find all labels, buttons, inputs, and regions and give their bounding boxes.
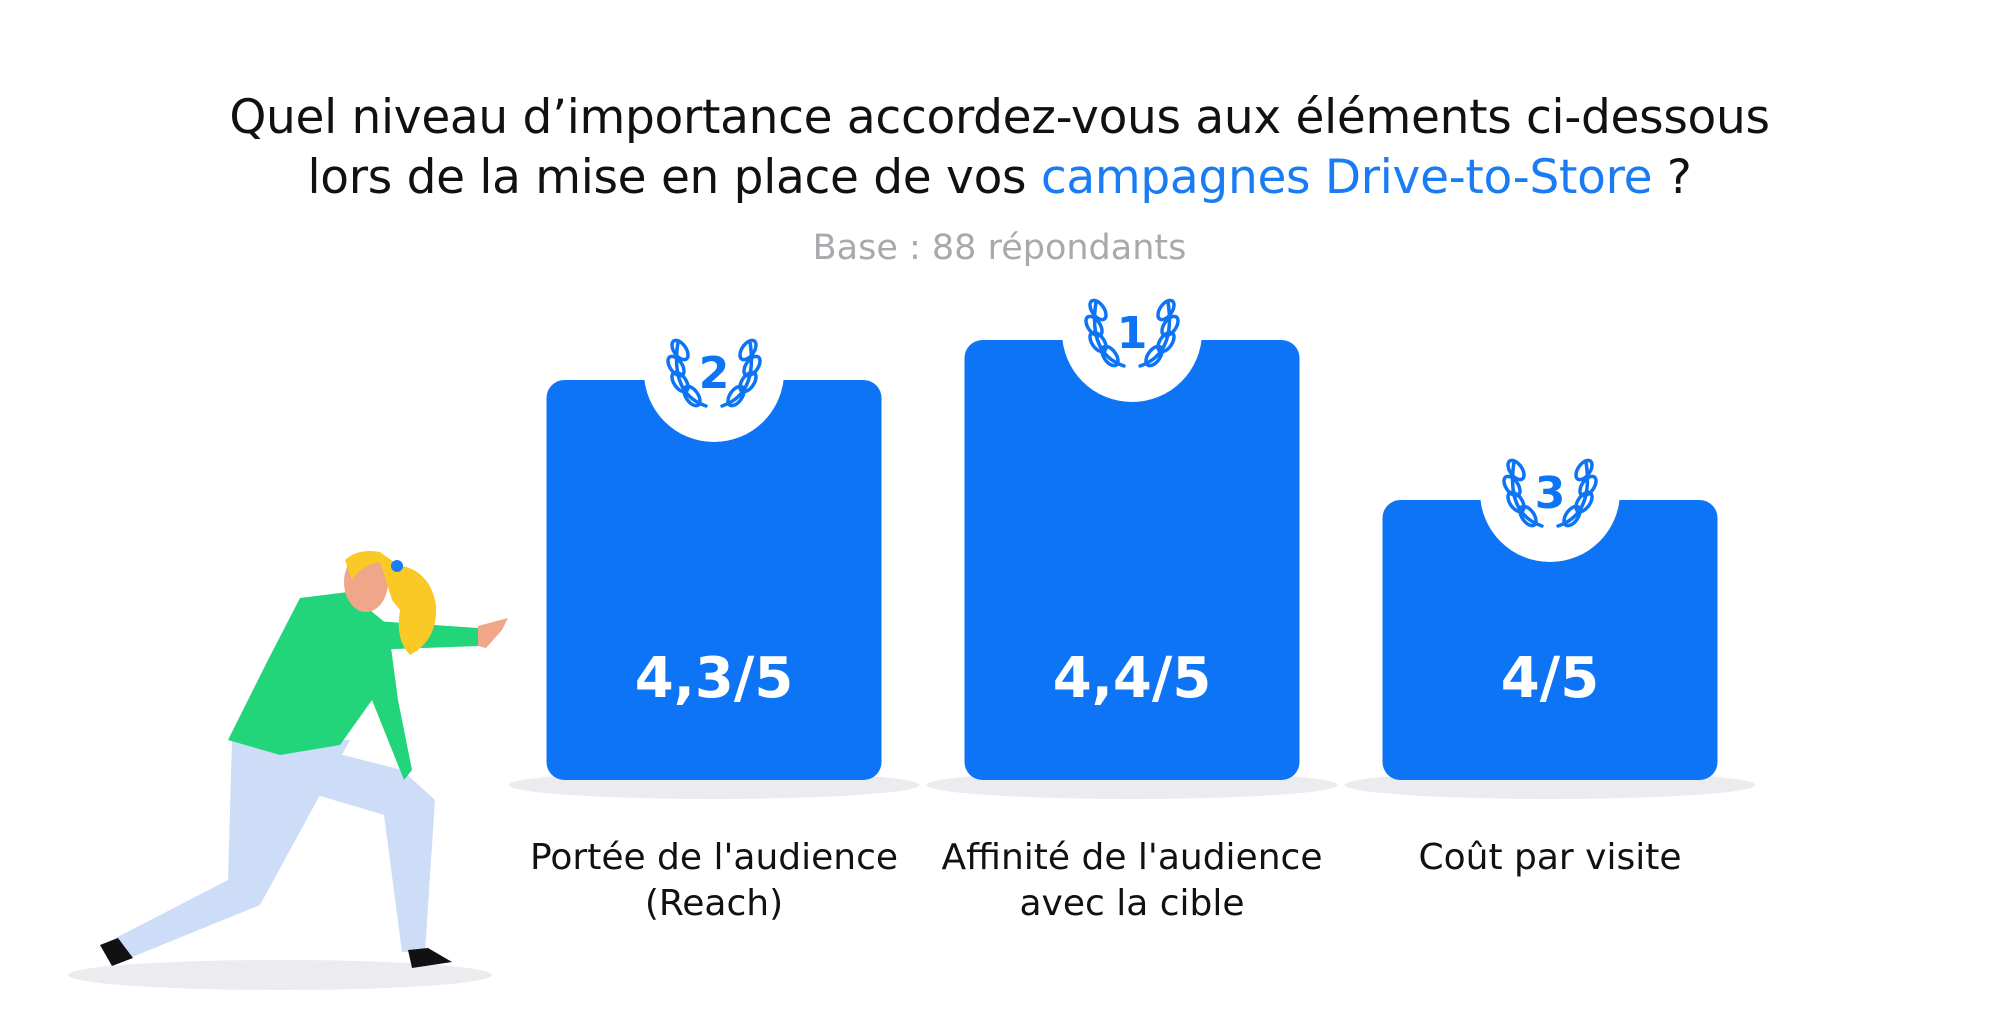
- rank-label: 1: [1117, 308, 1148, 359]
- value-label: 4,4/5: [1053, 646, 1212, 711]
- laurel-icon: [1502, 458, 1598, 528]
- shoe-back: [100, 938, 133, 966]
- back-leg: [108, 740, 350, 962]
- category-label-line: (Reach): [644, 883, 784, 924]
- category-label: Affinité de l'audience avec la cible: [912, 835, 1352, 927]
- hair-tie: [391, 560, 403, 572]
- bar: [1382, 500, 1718, 780]
- laurel-icon: [666, 338, 762, 408]
- woman-pointing-illustration: [68, 551, 508, 990]
- category-label: Coût par visite: [1330, 835, 1770, 881]
- laurel-icon: [1084, 298, 1180, 368]
- category-label-line: Affinité de l'audience: [941, 837, 1323, 878]
- category-label-line: Portée de l'audience: [529, 837, 899, 878]
- bar: [964, 340, 1300, 780]
- chart-title: Quel niveau d’importance accordez-vous a…: [0, 88, 1999, 208]
- front-leg: [292, 742, 435, 952]
- category-label-line: Coût par visite: [1418, 837, 1682, 878]
- title-line-2: lors de la mise en place de vos campagne…: [0, 148, 1999, 208]
- rank-badge: [1480, 422, 1620, 562]
- category-label-line: avec la cible: [1019, 883, 1245, 924]
- rank-badge: [644, 302, 784, 442]
- hair: [345, 551, 437, 655]
- rank-label: 2: [699, 348, 730, 399]
- title-line-1: Quel niveau d’importance accordez-vous a…: [229, 90, 1770, 145]
- rank-label: 3: [1535, 468, 1566, 519]
- value-label: 4/5: [1501, 646, 1599, 711]
- illustration-shadow: [68, 960, 492, 990]
- bars-layer: 2 4,3/5 1 4,4/5 3 4/5: [508, 262, 1756, 799]
- category-label: Portée de l'audience (Reach): [494, 835, 934, 927]
- base-respondents: Base : 88 répondants: [812, 228, 1187, 268]
- title-line-2-prefix: lors de la mise en place de vos: [307, 150, 1041, 205]
- title-line-2-suffix: ?: [1652, 150, 1692, 205]
- title-accent: campagnes Drive-to-Store: [1040, 150, 1653, 205]
- rank-badge: [1062, 262, 1202, 402]
- bar: [546, 380, 882, 780]
- shoe-front: [408, 948, 452, 968]
- value-label: 4,3/5: [635, 646, 794, 711]
- hand: [478, 618, 508, 648]
